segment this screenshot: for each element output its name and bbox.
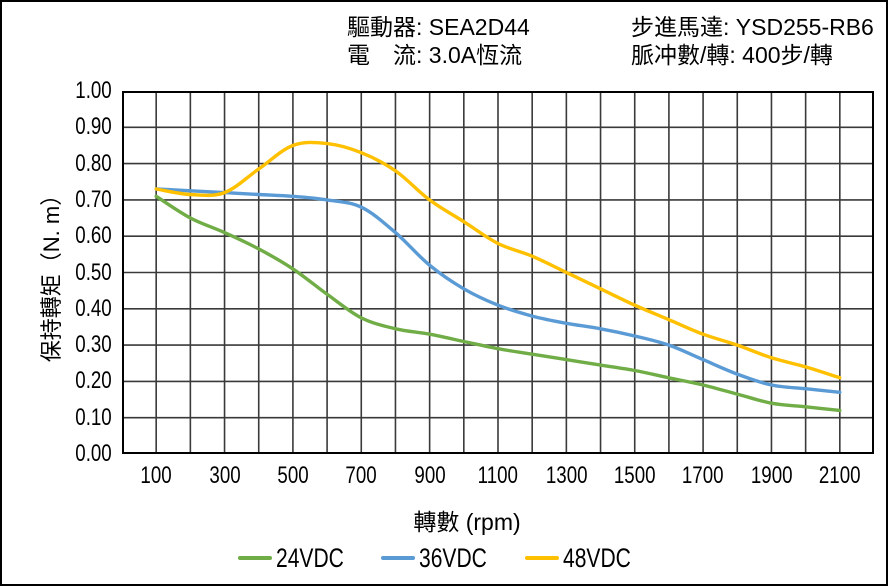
y-tick-label-0.00: 0.00 xyxy=(75,440,112,467)
y-tick-label-0.70: 0.70 xyxy=(75,185,112,213)
legend-item-24vdc: 24VDC xyxy=(238,543,363,574)
x-tick-label-500: 500 xyxy=(277,462,309,489)
y-tick-label-0.30: 0.30 xyxy=(75,331,112,359)
x-tick-label-1900: 1900 xyxy=(750,462,793,489)
x-tick-label-100: 100 xyxy=(140,462,172,489)
y-axis-title: 保持轉矩（N. m） xyxy=(39,183,64,363)
legend-item-36vdc: 36VDC xyxy=(381,543,506,574)
legend-swatch-48vdc-line xyxy=(524,556,559,560)
series-line-48vdc xyxy=(154,140,842,380)
legend-label-48vdc: 48VDC xyxy=(562,542,631,573)
legend-swatch-36vdc-line xyxy=(381,556,416,560)
y-tick-label-0.80: 0.80 xyxy=(75,149,112,177)
y-tick-label-0.20: 0.20 xyxy=(75,367,112,395)
x-tick-label-1100: 1100 xyxy=(477,462,519,489)
y-tick-label-0.90: 0.90 xyxy=(75,113,112,141)
x-tick-label-1700: 1700 xyxy=(682,462,724,489)
y-tick-label-0.60: 0.60 xyxy=(75,222,112,250)
header-current: 電 流: 3.0A恆流 xyxy=(347,42,523,68)
x-tick-label-900: 900 xyxy=(413,462,446,489)
x-tick-label-700: 700 xyxy=(345,462,377,489)
header-driver: 驅動器: SEA2D44 xyxy=(347,14,530,40)
y-tick-label-0.10: 0.10 xyxy=(75,403,112,431)
x-tick-label-1500: 1500 xyxy=(613,462,656,489)
series-line-24vdc xyxy=(154,194,842,413)
x-axis-title: 轉數 (rpm) xyxy=(413,509,521,535)
y-tick-label-0.40: 0.40 xyxy=(75,294,112,322)
chart-legend: 24VDC 36VDC 48VDC xyxy=(2,543,886,573)
y-tick-label-1.00: 1.00 xyxy=(75,77,112,104)
header-pulses: 脈冲數/轉: 400步/轉 xyxy=(631,42,833,68)
chart-plot-area xyxy=(122,91,874,454)
legend-swatch-24vdc-line xyxy=(238,556,273,560)
y-tick-label-0.50: 0.50 xyxy=(75,258,112,286)
legend-item-48vdc: 48VDC xyxy=(524,542,650,574)
legend-label-36vdc: 36VDC xyxy=(419,542,488,573)
x-tick-label-2100: 2100 xyxy=(818,462,861,489)
x-tick-label-300: 300 xyxy=(208,462,241,489)
legend-label-24vdc: 24VDC xyxy=(276,542,345,573)
header-motor: 步進馬達: YSD255-RB6 xyxy=(631,14,874,40)
x-tick-label-1300: 1300 xyxy=(545,462,588,489)
series-line-36vdc xyxy=(154,187,842,394)
plot-border xyxy=(122,91,874,454)
